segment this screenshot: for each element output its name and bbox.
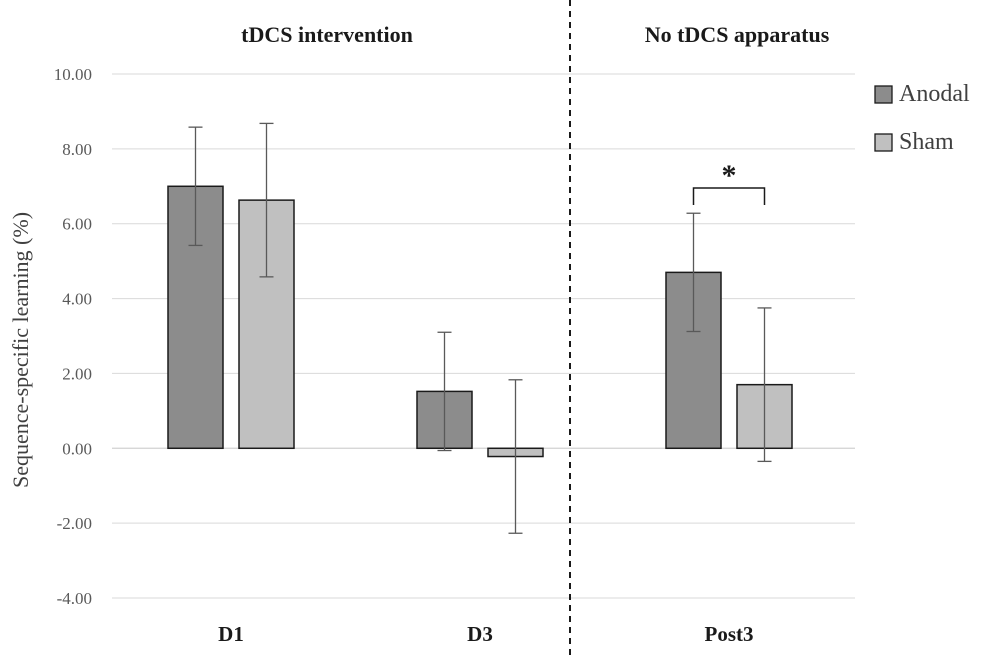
x-category-label: D1 — [218, 622, 244, 646]
legend-swatch — [874, 85, 893, 104]
significance-marker: * — [692, 159, 766, 205]
x-category-label: Post3 — [705, 622, 754, 646]
y-axis-ticks: 10.00 8.00 6.00 4.00 2.00 0.00 -2.00 -4.00 — [54, 65, 92, 608]
error-bar-sham-d1 — [259, 122, 274, 278]
error-bar-anodal-post3 — [686, 212, 701, 333]
section-label-tdcs-intervention: tDCS intervention — [241, 22, 413, 47]
significance-asterisk: * — [722, 159, 737, 192]
error-bars — [188, 122, 772, 534]
legend-label: Sham — [899, 129, 954, 155]
y-tick-label: 8.00 — [62, 140, 92, 159]
legend-label: Anodal — [899, 81, 970, 107]
error-bar-anodal-d1 — [188, 126, 203, 247]
error-bar-sham-post3 — [757, 307, 772, 463]
legend-swatch — [874, 133, 893, 152]
y-tick-label: 0.00 — [62, 439, 92, 458]
y-tick-label: 4.00 — [62, 290, 92, 309]
error-bar-anodal-d3 — [437, 331, 452, 452]
section-label-no-tdcs-apparatus: No tDCS apparatus — [645, 22, 830, 47]
y-axis-label: Sequence-specific learning (%) — [8, 212, 33, 488]
legend: Anodal Sham — [874, 81, 970, 155]
y-tick-label: -2.00 — [57, 514, 92, 533]
y-tick-label: 10.00 — [54, 65, 92, 84]
y-tick-label: 2.00 — [62, 364, 92, 383]
error-bar-sham-d3 — [508, 379, 523, 534]
significance-bracket — [692, 187, 766, 205]
y-tick-label: 6.00 — [62, 215, 92, 234]
bars — [167, 185, 793, 458]
x-category-label: D3 — [467, 622, 493, 646]
x-axis-categories: D1 D3 Post3 — [218, 622, 753, 646]
legend-item-sham: Sham — [874, 129, 954, 155]
legend-item-anodal: Anodal — [874, 81, 970, 107]
y-tick-label: -4.00 — [57, 589, 92, 608]
